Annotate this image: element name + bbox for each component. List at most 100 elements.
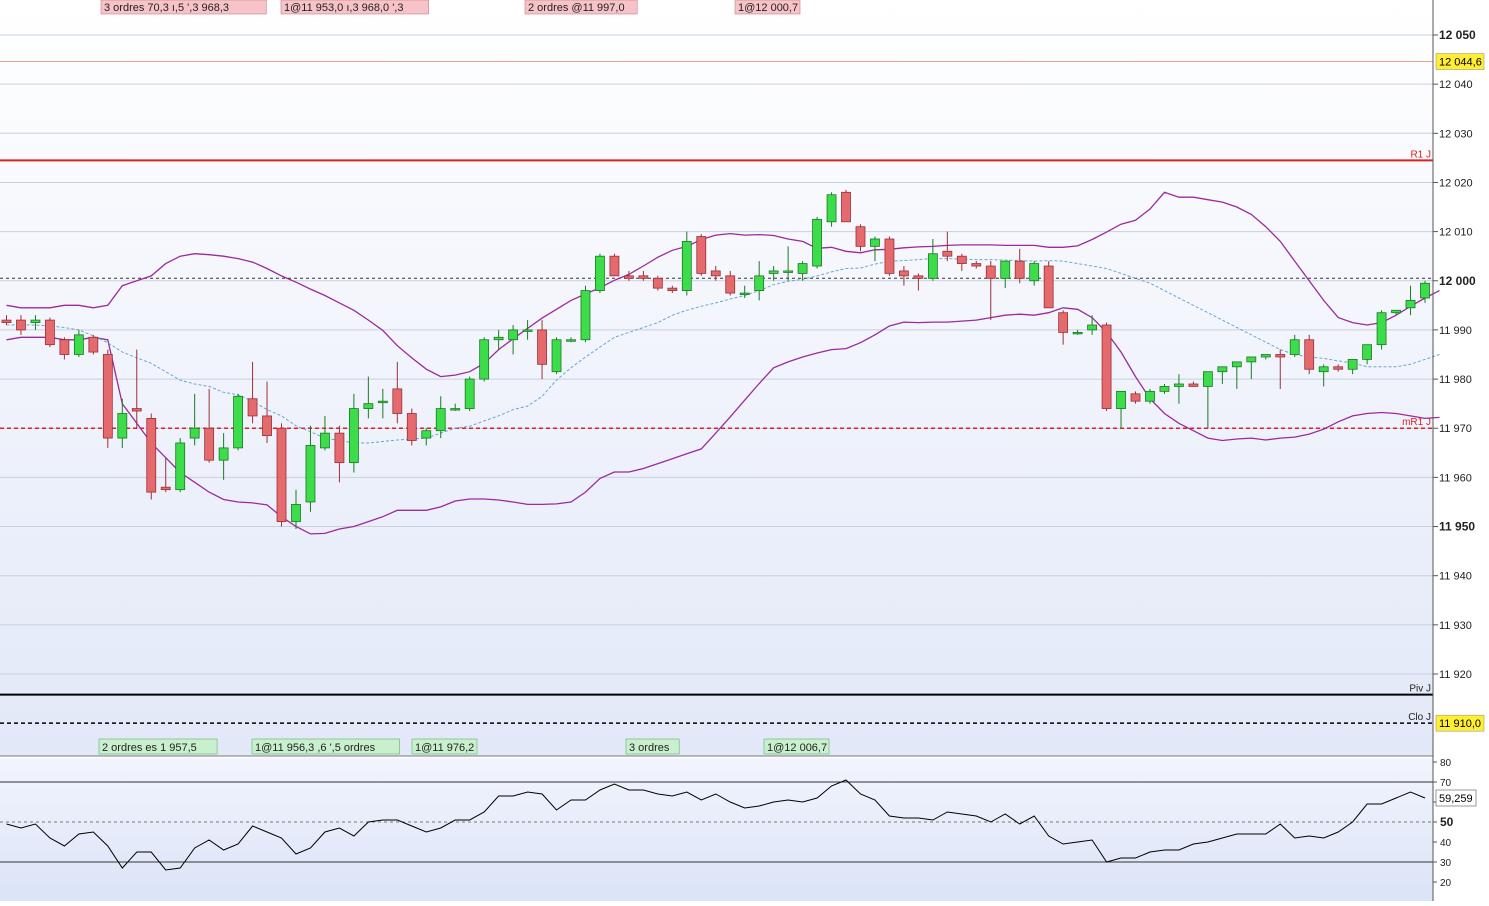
top-order-label: 1@11 953,0 ı,3 968,0 ',3	[280, 0, 429, 15]
axis-tick-label: 11 970	[1439, 423, 1472, 435]
candle-body	[725, 275, 736, 294]
candle	[609, 253, 620, 277]
candle	[117, 398, 128, 448]
candle-body	[59, 339, 70, 355]
candle-body	[291, 504, 301, 523]
candle-body	[204, 427, 215, 461]
order-labels: 3 ordres 70,3 ı,5 ',3 968,3 1@11 953,0 ı,…	[98, 0, 830, 755]
candle-body	[927, 253, 938, 279]
candle-body	[348, 408, 359, 464]
rsi-axis-label: 30	[1440, 858, 1452, 869]
candle-body	[884, 238, 895, 274]
candles	[1, 189, 1430, 529]
candle-body	[566, 339, 576, 342]
candle-body	[1405, 300, 1416, 309]
top-order-text: 3 ordres 70,3 ı,5 ',3 968,3	[104, 2, 229, 14]
candle	[768, 266, 779, 281]
bottom-order-box	[625, 738, 680, 755]
candle-body	[1014, 260, 1025, 279]
candle	[754, 261, 765, 301]
bottom-order-box	[763, 738, 830, 755]
bottom-order-label: 3 ordres	[625, 738, 680, 755]
candle	[899, 266, 909, 286]
candle	[233, 393, 243, 451]
candle-body	[493, 336, 504, 341]
candle-body	[768, 270, 779, 274]
candle	[927, 238, 938, 281]
candle	[334, 425, 345, 483]
candle-body	[899, 270, 909, 277]
rsi-line	[6, 779, 1426, 871]
candle-body	[1304, 339, 1315, 370]
horizontal-levels: R1 J mR1 J Piv J Clo J	[0, 149, 1433, 724]
candle	[826, 192, 837, 227]
candle	[1, 315, 12, 326]
candle	[160, 457, 171, 493]
axis-tick-label: 12 050	[1439, 28, 1476, 42]
candle	[1159, 383, 1170, 394]
candle	[797, 261, 808, 281]
axis-tick-label: 11 960	[1439, 472, 1472, 484]
candle-body	[1043, 265, 1054, 309]
level-label: mR1 J	[1402, 417, 1431, 428]
candle	[595, 253, 605, 294]
candle	[971, 261, 982, 269]
candle-body	[537, 329, 547, 365]
candle	[725, 270, 736, 296]
candle-body	[913, 275, 924, 279]
candle	[175, 438, 186, 493]
candle-body	[218, 447, 229, 461]
candle-body	[652, 277, 663, 289]
candle	[450, 403, 461, 412]
bottom-order-text: 2 ordres es 1 957,5	[102, 742, 197, 754]
candle-body	[985, 265, 996, 279]
candle	[638, 270, 649, 281]
candle	[421, 428, 432, 446]
candle	[131, 349, 142, 429]
candle-body	[1174, 383, 1184, 387]
candle	[146, 413, 157, 500]
candle-body	[508, 329, 519, 341]
candle-body	[1231, 361, 1242, 368]
candle-body	[464, 378, 475, 409]
rsi-value-text: 59,259	[1439, 793, 1473, 805]
candle-body	[73, 334, 84, 355]
candle	[783, 246, 794, 281]
candle	[1130, 391, 1141, 404]
candle	[1260, 354, 1271, 360]
candle	[1217, 366, 1228, 384]
candle	[841, 189, 851, 223]
candle-body	[855, 226, 866, 247]
axis-tick-label: 11 930	[1439, 620, 1472, 632]
rsi-value-box	[1435, 789, 1477, 807]
bottom-order-label: 1@12 006,7	[763, 738, 830, 755]
candle-body	[956, 255, 967, 264]
candle	[493, 329, 504, 350]
candle-body	[392, 388, 403, 414]
candle	[1420, 280, 1430, 303]
close-price-tag-text: 11 910,0	[1439, 718, 1481, 730]
axis-tick-label: 12 000	[1439, 274, 1476, 288]
candle	[1333, 364, 1344, 372]
candle-body	[363, 403, 374, 409]
candle-body	[551, 339, 562, 373]
candle	[363, 376, 374, 419]
candle-body	[1072, 331, 1083, 335]
candle-body	[1347, 359, 1358, 370]
candle	[204, 388, 215, 463]
candle	[1087, 315, 1097, 335]
current-price-tag-box	[1435, 53, 1485, 70]
candle-body	[377, 400, 388, 404]
candle	[580, 285, 591, 343]
candle	[320, 415, 330, 451]
candle	[566, 337, 576, 343]
candle	[956, 253, 967, 271]
axis-tick-label: 11 940	[1439, 571, 1472, 583]
candle-body	[189, 427, 200, 439]
candle-body	[826, 194, 837, 223]
candle-body	[1289, 339, 1300, 355]
axis-tick-label: 11 990	[1439, 325, 1472, 337]
candle	[262, 381, 272, 443]
candle-body	[305, 445, 316, 503]
